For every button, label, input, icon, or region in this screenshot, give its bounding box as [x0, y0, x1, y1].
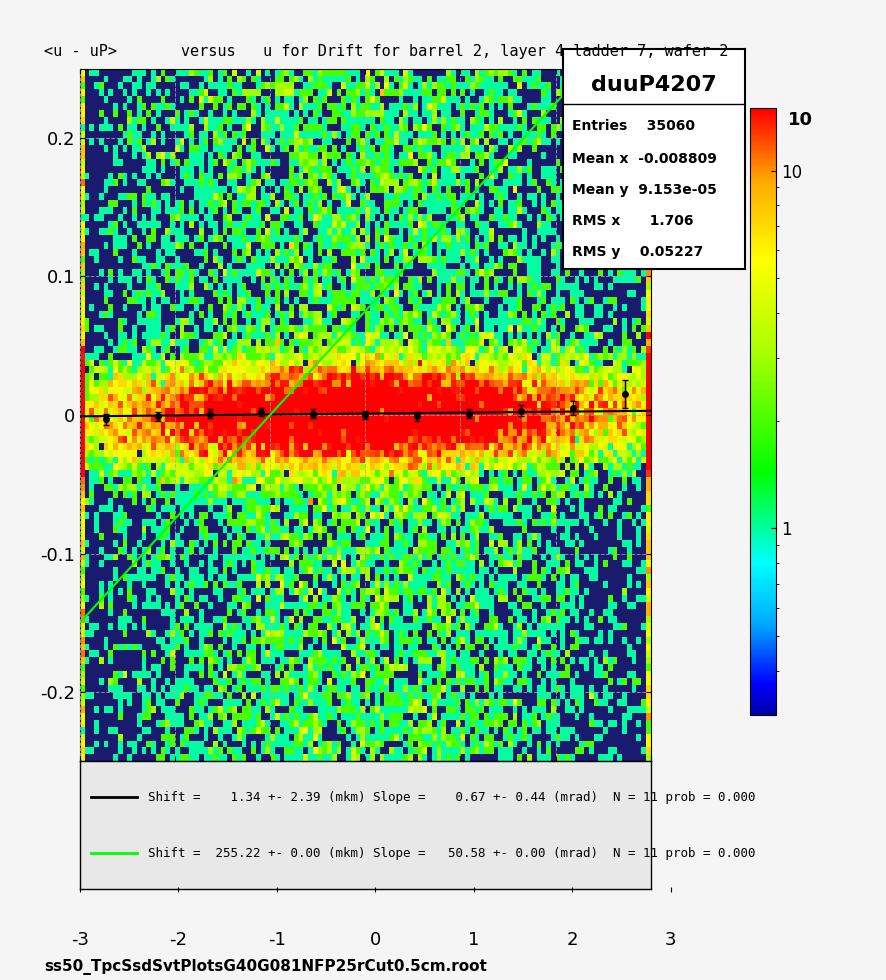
Text: Shift =    1.34 +- 2.39 (mkm) Slope =    0.67 +- 0.44 (mrad)  N = 11 prob = 0.00: Shift = 1.34 +- 2.39 (mkm) Slope = 0.67 …: [148, 791, 755, 804]
Text: Entries    35060: Entries 35060: [571, 120, 695, 133]
Text: <u - uP>       versus   u for Drift for barrel 2, layer 4 ladder 7, wafer 2: <u - uP> versus u for Drift for barrel 2…: [44, 44, 728, 59]
Text: Mean y  9.153e-05: Mean y 9.153e-05: [571, 183, 717, 197]
Text: ss50_TpcSsdSvtPlotsG40G081NFP25rCut0.5cm.root: ss50_TpcSsdSvtPlotsG40G081NFP25rCut0.5cm…: [44, 959, 486, 975]
Text: Mean x  -0.008809: Mean x -0.008809: [571, 152, 717, 167]
Text: RMS y    0.05227: RMS y 0.05227: [571, 245, 703, 259]
Text: 10: 10: [787, 111, 812, 128]
Text: duuP4207: duuP4207: [591, 75, 716, 95]
Text: RMS x      1.706: RMS x 1.706: [571, 214, 693, 228]
Text: Shift =  255.22 +- 0.00 (mkm) Slope =   50.58 +- 0.00 (mrad)  N = 11 prob = 0.00: Shift = 255.22 +- 0.00 (mkm) Slope = 50.…: [148, 847, 755, 859]
